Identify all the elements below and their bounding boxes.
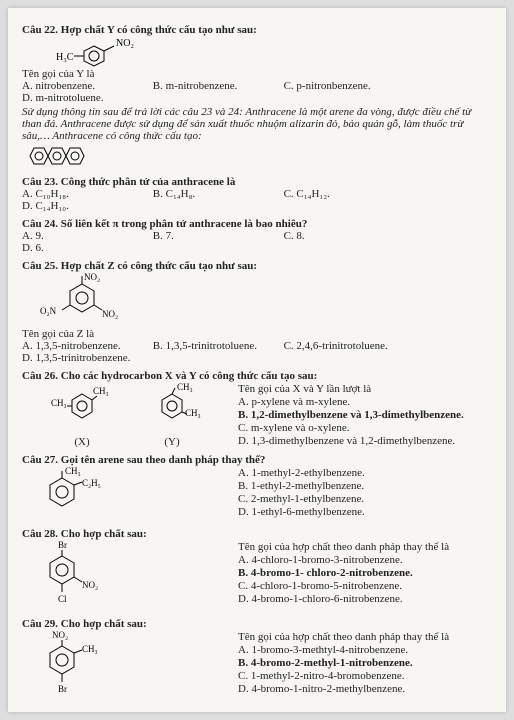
q23-title: Câu 23. Công thức phân tử của anthracene… [22,176,235,188]
q28-opt-b: B. 4-bromo-1- chloro-2-nitrobenzene. [238,567,449,579]
structure-x: CH₃ CH₃ (X) [47,382,117,448]
no2-label: NO₂ [116,38,134,49]
q23-opt-d: D. C₁₄H₁₀. [22,200,135,212]
q29-opt-b: B. 4-bromo-2-methyl-1-nitrobenzene. [238,657,449,669]
q25: Câu 25. Hợp chất Z có công thức cấu tạo … [22,260,492,364]
no2-top: NO₂ [84,272,100,282]
h3c-label: H₃C [56,52,74,63]
anthracene-svg [22,142,112,170]
q25-title: Câu 25. Hợp chất Z có công thức cấu tạo … [22,260,257,272]
q27-title: Câu 27. Gọi tên arene sau theo danh pháp… [22,454,265,466]
q27-opt-d: D. 1-ethyl-6-methylbenzene. [238,506,365,518]
q25-opt-a: A. 1,3,5-nitrobenzene. [22,340,135,352]
q24-options: A. 9. B. 7. C. 8. D. 6. [22,230,492,254]
q29-figure: NO₂ CH₃ Br [22,630,232,702]
q25-sub: Tên gọi của Z là [22,328,492,340]
q29-col-title: Tên gọi của hợp chất theo danh pháp thay… [238,631,449,643]
q22-sub: Tên gọi của Y là [22,68,492,80]
q29-opt-c: C. 1-methyl-2-nitro-4-bromobenzene. [238,670,449,682]
svg-text:NO₂: NO₂ [82,580,98,590]
q25-options: A. 1,3,5-nitrobenzene. B. 1,3,5-trinitro… [22,340,492,364]
q28-col-title: Tên gọi của hợp chất theo danh pháp thay… [238,541,449,553]
q25-opt-c: C. 2,4,6-trinitrotoluene. [284,340,397,352]
svg-text:CH₃: CH₃ [65,466,81,476]
q28-opt-a: A. 4-chloro-1-bromo-3-nitrobenzene. [238,554,449,566]
q24: Câu 24. Số liên kết π trong phân tử anth… [22,218,492,254]
q25-opt-d: D. 1,3,5-trinitrobenzene. [22,352,135,364]
q28-opt-c: C. 4-chloro-1-bromo-5-nitrobenzene. [238,580,449,592]
q28-title: Câu 28. Cho hợp chất sau: [22,528,147,540]
q29-opt-a: A. 1-bromo-3-methtyl-4-nitrobenzene. [238,644,449,656]
q29-title: Câu 29. Cho hợp chất sau: [22,618,147,630]
q28: Câu 28. Cho hợp chất sau: Br NO₂ Cl Tên … [22,528,492,612]
q26-title: Câu 26. Cho các hydrocarbon X và Y có cô… [22,370,317,382]
q27-opt-b: B. 1-ethyl-2-methylbenzene. [238,480,365,492]
q29-opt-d: D. 4-bromo-1-nitro-2-methylbenzene. [238,683,449,695]
q26-answers: Tên gọi của X và Y lần lượt là A. p-xyle… [238,382,464,448]
q23-opt-b: B. C₁₄H₈. [153,188,266,200]
q26: Câu 26. Cho các hydrocarbon X và Y có cô… [22,370,492,448]
q29: Câu 29. Cho hợp chất sau: NO₂ CH₃ Br Tên… [22,618,492,702]
q25-opt-b: B. 1,3,5-trinitrotoluene. [153,340,266,352]
exam-page: { "q22": { "title": "Câu 22. Hợp chất Y … [8,8,506,712]
q22-context: Sử dụng thông tin sau để trả lời các câu… [22,106,492,142]
svg-text:Br: Br [58,540,67,550]
q22-opt-c: C. p-nitronbenzene. [284,80,397,92]
q27-opt-c: C. 2-methyl-1-ethylbenzene. [238,493,365,505]
q27-figure: CH₃ C₂H₅ [22,466,232,522]
trinitro-svg: NO₂ O₂N NO₂ [22,272,142,328]
q26-opt-b: B. 1,2-dimethylbenzene và 1,3-dimethylbe… [238,409,464,421]
q24-opt-a: A. 9. [22,230,135,242]
svg-text:CH₃: CH₃ [82,644,98,654]
structure-y: CH₃ CH₃ (Y) [137,382,207,448]
q22-opt-b: B. m-nitrobenzene. [153,80,266,92]
q22-title: Câu 22. Hợp chất Y có công thức cấu tạo … [22,24,257,36]
x-label: (X) [47,436,117,448]
anthracene-structure [22,142,492,170]
q24-opt-b: B. 7. [153,230,266,242]
q22-opt-d: D. m-nitrotoluene. [22,92,135,104]
svg-text:NO₂: NO₂ [52,630,68,640]
q27-opt-a: A. 1-methyl-2-ethylbenzene. [238,467,365,479]
q24-title: Câu 24. Số liên kết π trong phân tử anth… [22,218,307,230]
benzene-no2-ch3: H₃C NO₂ [22,36,162,68]
q29-answers: Tên gọi của hợp chất theo danh pháp thay… [238,630,449,702]
q27: Câu 27. Gọi tên arene sau theo danh pháp… [22,454,492,522]
q23-opt-a: A. C₁₀H₁₈. [22,188,135,200]
q26-opt-c: C. m-xylene và o-xylene. [238,422,464,434]
svg-text:CH₃: CH₃ [51,398,67,408]
q23-opt-c: C. C₁₄H₁₂. [284,188,397,200]
q26-col-title: Tên gọi của X và Y lần lượt là [238,383,464,395]
q22-structure: H₃C NO₂ [22,36,492,68]
q24-opt-c: C. 8. [284,230,397,242]
svg-text:Br: Br [58,684,67,694]
q23-options: A. C₁₀H₁₈. B. C₁₄H₈. C. C₁₄H₁₂. D. C₁₄H₁… [22,188,492,212]
q24-opt-d: D. 6. [22,242,135,254]
q25-structure: NO₂ O₂N NO₂ [22,272,492,328]
q28-figure: Br NO₂ Cl [22,540,232,612]
svg-text:CH₃: CH₃ [93,386,109,396]
q28-opt-d: D. 4-bromo-1-chloro-6-nitrobenzene. [238,593,449,605]
svg-text:CH₃: CH₃ [177,382,193,392]
q26-opt-a: A. p-xylene và m-xylene. [238,396,464,408]
q27-answers: A. 1-methyl-2-ethylbenzene. B. 1-ethyl-2… [238,466,365,522]
q22-opt-a: A. nitrobenzene. [22,80,135,92]
o2n-left: O₂N [40,306,57,316]
svg-text:Cl: Cl [58,594,67,604]
q28-answers: Tên gọi của hợp chất theo danh pháp thay… [238,540,449,612]
q22-options: A. nitrobenzene. B. m-nitrobenzene. C. p… [22,80,492,104]
q23: Câu 23. Công thức phân tử của anthracene… [22,176,492,212]
q22: Câu 22. Hợp chất Y có công thức cấu tạo … [22,24,492,170]
q26-opt-d: D. 1,3-dimethylbenzene và 1,2-dimethylbe… [238,435,464,447]
svg-text:C₂H₅: C₂H₅ [82,478,101,488]
no2-right: NO₂ [102,309,118,319]
q26-figures: CH₃ CH₃ (X) CH₃ CH₃ [22,382,232,448]
svg-text:CH₃: CH₃ [185,408,201,418]
y-label: (Y) [137,436,207,448]
